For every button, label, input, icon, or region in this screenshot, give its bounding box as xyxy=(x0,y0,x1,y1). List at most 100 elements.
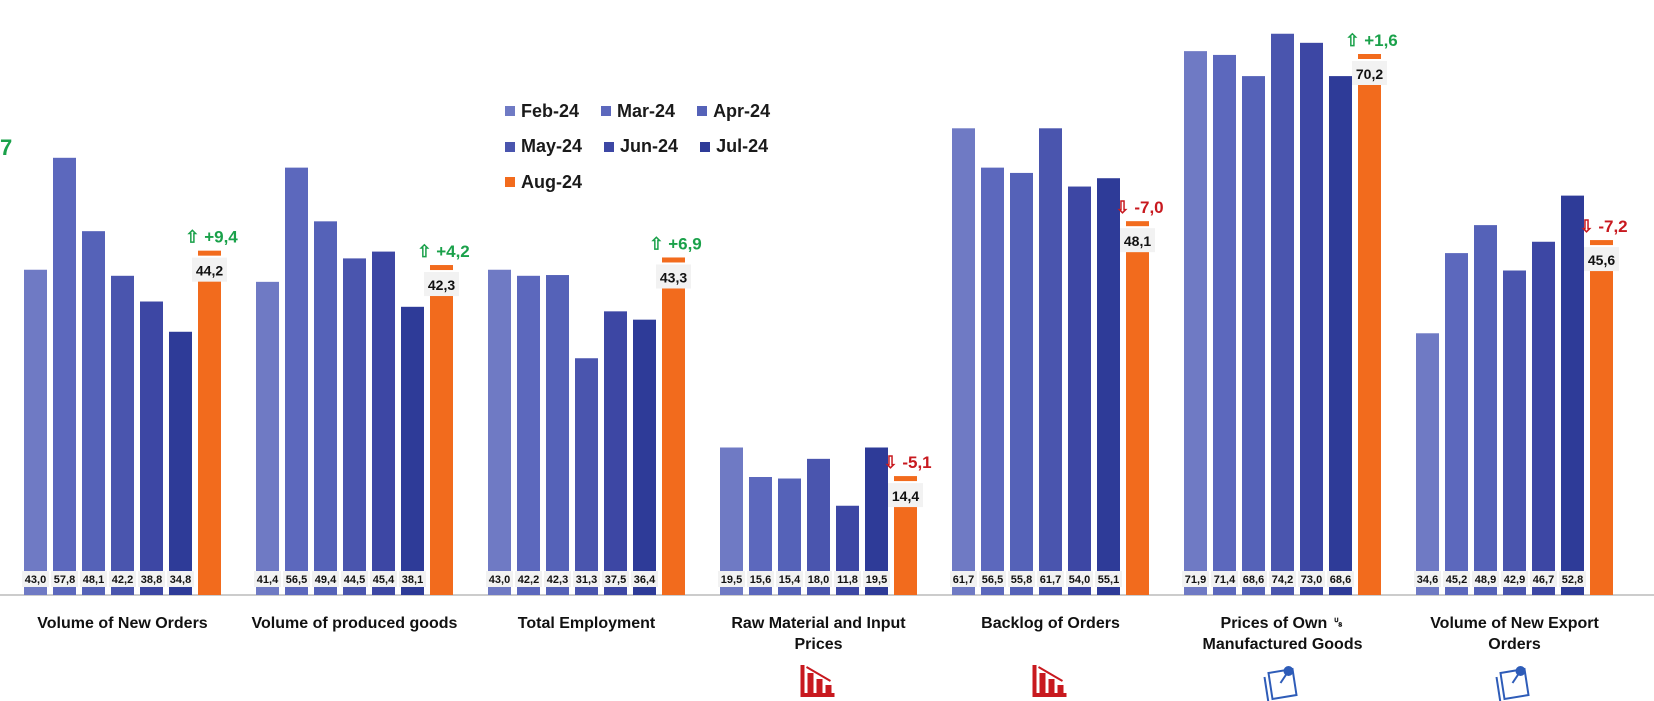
bar-feb-24 xyxy=(1184,51,1207,595)
value-label: 49,4 xyxy=(315,574,337,586)
value-label: 43,0 xyxy=(25,574,46,586)
category-label: Total Employment xyxy=(518,615,656,632)
value-label-bg xyxy=(979,571,1006,587)
value-label-bg xyxy=(312,571,339,587)
legend-label: Aug-24 xyxy=(521,171,583,192)
value-label-bg xyxy=(167,571,194,587)
value-label: 43,0 xyxy=(489,574,510,586)
bar-jul-24 xyxy=(169,331,192,595)
bar-mar-24 xyxy=(53,157,76,596)
legend-swatch xyxy=(601,106,612,116)
legend-swatch xyxy=(700,141,711,152)
value-label-bg xyxy=(80,571,107,587)
pinned-note-icon xyxy=(1263,666,1298,701)
value-label: 57,8 xyxy=(54,574,75,586)
value-label-bg xyxy=(573,571,600,587)
last-value-label: 45,6 xyxy=(1588,252,1615,268)
value-label: 41,4 xyxy=(257,574,279,586)
last-value-label: 44,2 xyxy=(196,263,223,279)
value-label: 44,5 xyxy=(344,574,365,586)
decline-chart-icon xyxy=(800,665,835,697)
value-label: 55,8 xyxy=(1011,574,1032,586)
bar-jun-24 xyxy=(1532,241,1555,595)
value-label-bg xyxy=(544,571,571,587)
bar-mar-24 xyxy=(517,275,540,595)
bar-mar-24 xyxy=(981,167,1004,595)
bar-apr-24 xyxy=(778,478,801,595)
last-value-label: 43,3 xyxy=(660,269,687,285)
last-value-bg xyxy=(424,272,459,297)
value-label-bg xyxy=(1066,571,1093,587)
last-value-label: 48,1 xyxy=(1124,233,1151,249)
category-label: Orders xyxy=(1488,636,1541,653)
category-label: Prices of Own ␟ xyxy=(1221,615,1345,632)
value-label-bg xyxy=(138,571,165,587)
bar-may-24 xyxy=(111,275,134,595)
legend-item: Jul-24 xyxy=(700,136,768,157)
value-label: 42,3 xyxy=(547,574,568,586)
value-label-bg xyxy=(602,571,629,587)
value-label-bg xyxy=(1472,571,1499,587)
legend-item: Apr-24 xyxy=(697,101,770,122)
bar-apr-24 xyxy=(1010,172,1033,595)
legend-item: Feb-24 xyxy=(505,101,579,122)
last-value-bg xyxy=(1352,61,1387,85)
bar-aug-24 xyxy=(198,260,221,595)
legend-swatch xyxy=(604,141,615,152)
legend-label: Jul-24 xyxy=(716,136,769,156)
bar-jun-24 xyxy=(1068,186,1091,596)
category-label: Volume of New Export xyxy=(1430,615,1599,632)
legend-item: Aug-24 xyxy=(505,172,582,193)
value-label: 71,4 xyxy=(1214,574,1236,586)
chart-legend: Feb-24 Mar-24 Apr-24 May-24 Jun-24 Jul-24 Aug-… xyxy=(505,100,865,207)
value-label-bg xyxy=(254,571,281,587)
bar-jul-24 xyxy=(865,447,888,595)
value-label: 68,6 xyxy=(1330,574,1351,586)
value-label-bg xyxy=(1443,571,1470,587)
value-label-bg xyxy=(1559,571,1586,587)
legend-swatch xyxy=(505,141,515,152)
bar-jul-24 xyxy=(1097,178,1120,595)
value-label: 38,8 xyxy=(141,574,162,586)
bar-jul-24 xyxy=(1561,195,1584,595)
value-label-bg xyxy=(283,571,310,587)
bar-may-24 xyxy=(575,358,598,595)
value-label: 42,2 xyxy=(112,574,133,586)
value-label: 19,5 xyxy=(721,574,742,586)
legend-item: May-24 xyxy=(505,136,582,157)
category-label: Manufactured Goods xyxy=(1202,636,1362,653)
bar-feb-24 xyxy=(720,447,743,595)
decline-chart-icon xyxy=(1032,665,1067,697)
value-label-bg xyxy=(834,571,861,587)
value-label: 15,4 xyxy=(779,574,801,586)
value-label: 74,2 xyxy=(1272,574,1293,586)
bar-apr-24 xyxy=(82,231,105,595)
value-label-bg xyxy=(1240,571,1267,587)
value-label-bg xyxy=(22,571,49,587)
value-label: 42,2 xyxy=(518,574,539,586)
value-label-bg xyxy=(1530,571,1557,587)
value-label-bg xyxy=(747,571,774,587)
value-label-bg xyxy=(863,571,890,587)
bar-mar-24 xyxy=(749,477,772,595)
value-label-bg xyxy=(1211,571,1238,587)
value-label-bg xyxy=(1037,571,1064,587)
bar-feb-24 xyxy=(256,281,279,595)
change-label: ⇧ +9,4 xyxy=(185,228,238,247)
bar-cap xyxy=(1590,240,1613,246)
bar-may-24 xyxy=(343,258,366,595)
bar-aug-24 xyxy=(1126,231,1149,595)
change-label: ⇩ -7,0 xyxy=(1115,198,1163,217)
value-label: 45,2 xyxy=(1446,574,1467,586)
bar-aug-24 xyxy=(662,267,685,595)
bar-feb-24 xyxy=(24,269,47,595)
bar-may-24 xyxy=(1503,270,1526,595)
value-label: 18,0 xyxy=(808,574,829,586)
value-label: 34,8 xyxy=(170,574,191,586)
legend-item: Jun-24 xyxy=(604,136,678,157)
bar-jun-24 xyxy=(1300,42,1323,596)
value-label: 37,5 xyxy=(605,574,626,586)
value-label: 73,0 xyxy=(1301,574,1322,586)
bar-apr-24 xyxy=(1242,76,1265,596)
bar-aug-24 xyxy=(894,486,917,595)
